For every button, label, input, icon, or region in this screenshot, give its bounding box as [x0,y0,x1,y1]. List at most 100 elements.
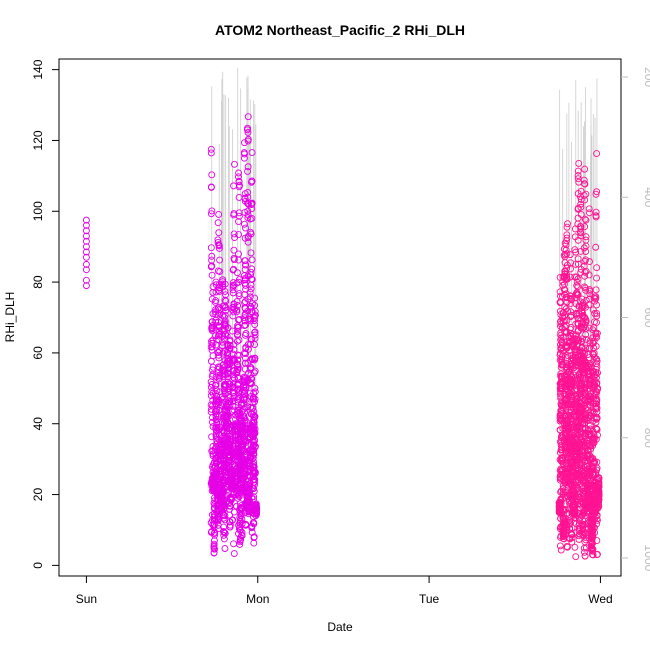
data-point [250,447,258,454]
x-tick-label: Tue [419,592,440,606]
data-point [593,264,601,272]
data-point [563,361,571,369]
y2-tick-label: 200 [642,67,650,87]
data-point [230,182,238,190]
data-point [245,508,253,516]
x-axis: Sun Mon Tue Wed [76,576,613,606]
data-point [561,286,569,294]
data-point [593,319,600,327]
data-point [231,160,238,168]
data-point [235,316,242,324]
data-point [249,441,257,449]
data-point [589,531,596,539]
data-point [221,302,229,310]
data-point [208,327,216,335]
data-point [593,188,601,196]
data-point [214,349,222,357]
data-point [251,367,259,375]
data-point [568,538,576,546]
data-point [235,218,242,225]
y2-tick-label: 800 [642,428,650,448]
data-point [586,287,594,295]
data-point [230,210,238,217]
data-point [249,454,257,462]
data-point [563,317,571,324]
data-point [244,238,252,246]
data-point [224,324,232,332]
data-point [593,512,601,520]
data-point [221,512,229,520]
data-point [573,282,581,290]
y2-tick-label: 1000 [642,545,650,572]
data-point [230,346,238,354]
data-point [219,349,227,357]
data-point [581,552,589,560]
data-point [574,167,582,175]
y-tick-label: 80 [31,275,45,289]
data-point [234,356,241,364]
data-point [595,483,603,490]
data-point [233,269,241,277]
data-point [234,302,241,309]
data-point [251,329,258,337]
data-point [244,200,252,208]
data-point [593,425,601,433]
data-point [215,327,223,335]
data-point [244,188,252,196]
data-point [249,454,257,462]
data-point [566,251,574,259]
y-tick-label: 120 [31,130,45,150]
data-point [593,329,601,337]
data-point [582,331,590,339]
data-point [593,404,601,412]
data-point [221,296,229,304]
data-point [582,335,590,343]
data-point [575,490,583,498]
data-point [208,207,216,215]
data-point [208,171,216,179]
data-point [246,293,254,301]
data-point [233,337,241,345]
data-point [238,515,246,523]
data-point [251,384,259,392]
data-point [593,388,601,396]
data-point [242,321,250,329]
data-point [82,243,90,251]
data-point [215,284,223,292]
data-point [586,361,594,369]
data-point [248,335,256,343]
data-point [251,311,259,319]
data-point [562,322,570,329]
data-point [575,159,583,167]
data-point [564,307,571,315]
data-point [209,414,216,421]
data-point [230,540,238,548]
data-point [229,327,236,335]
data-point [594,550,601,558]
data-point [224,411,232,419]
data-point [592,213,600,221]
data-point [82,282,90,290]
data-point [580,244,588,252]
x-tick-label: Wed [588,592,612,606]
data-point [209,352,217,360]
data-point [246,288,254,296]
data-point [215,211,223,218]
data-point [215,399,223,407]
data-point [593,395,601,403]
data-point [244,403,252,411]
data-point [592,435,600,443]
data-point [586,290,594,298]
data-point [250,539,258,547]
y2-tick-label: 600 [642,307,650,327]
data-point [250,534,258,541]
data-point [585,271,593,279]
data-point [589,339,597,347]
data-point [230,374,238,382]
data-point [248,178,255,186]
data-point [574,319,582,327]
data-point [251,398,258,406]
data-point [247,340,254,348]
data-point [220,531,228,539]
